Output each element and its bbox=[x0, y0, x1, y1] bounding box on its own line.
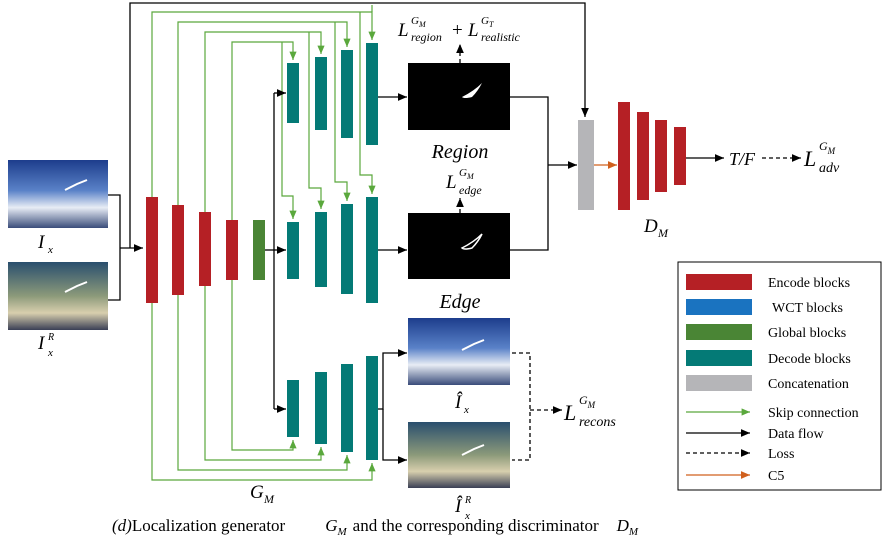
legend-label: Global blocks bbox=[768, 326, 846, 341]
legend-label: Concatenation bbox=[768, 377, 849, 392]
label-dm: DM bbox=[643, 216, 669, 240]
legend-label: Encode blocks bbox=[768, 276, 850, 291]
label-region: Region bbox=[431, 141, 489, 163]
label-tf: T/F bbox=[729, 149, 756, 169]
diagram: Ix IRx Region Edge Îx ÎRx LGMregion+LGTr… bbox=[0, 0, 886, 536]
legend-label: C5 bbox=[768, 469, 784, 484]
legend-label: WCT blocks bbox=[772, 301, 843, 316]
label-edge: Edge bbox=[438, 291, 480, 313]
legend-label: Data flow bbox=[768, 427, 824, 442]
label-gm: GM bbox=[250, 482, 275, 506]
legend: Encode blocks WCT blocks Global blocks D… bbox=[678, 262, 881, 490]
legend-label: Skip connection bbox=[768, 406, 859, 421]
legend-label: Loss bbox=[768, 447, 794, 462]
legend-label: Decode blocks bbox=[768, 352, 851, 367]
